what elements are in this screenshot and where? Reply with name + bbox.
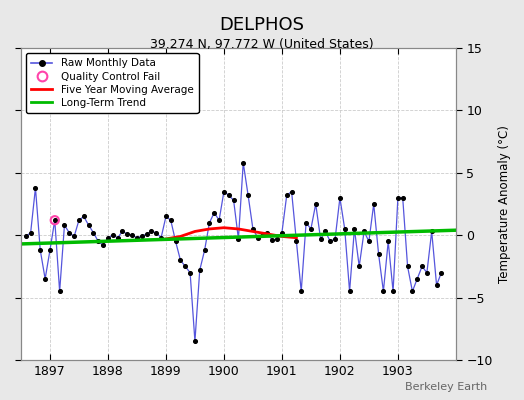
Point (244, 192, 252, 198)
Point (403, 263, 412, 270)
Point (133, 234, 141, 241)
Point (302, 220, 310, 226)
Point (287, 188, 296, 195)
Point (167, 217, 175, 224)
Point (374, 251, 383, 257)
Point (205, 220, 214, 226)
Point (249, 226, 257, 232)
Point (51, 217, 59, 224)
Point (123, 231, 132, 237)
Point (321, 228, 330, 235)
Point (200, 247, 209, 253)
Point (316, 236, 325, 242)
Point (21, 233, 30, 240)
Point (157, 234, 165, 241)
Point (278, 230, 286, 236)
Point (60, 222, 69, 228)
Point (292, 238, 301, 245)
Point (239, 160, 247, 166)
Point (432, 282, 441, 288)
Point (341, 226, 349, 232)
Point (379, 288, 388, 294)
Point (41, 276, 49, 282)
Legend: Raw Monthly Data, Quality Control Fail, Five Year Moving Average, Long-Term Tren: Raw Monthly Data, Quality Control Fail, … (26, 53, 199, 113)
Point (326, 238, 334, 245)
Point (118, 228, 127, 235)
Point (428, 228, 436, 235)
Point (143, 231, 151, 237)
Point (355, 263, 364, 270)
Point (230, 197, 238, 204)
Point (51, 217, 59, 224)
Point (46, 247, 54, 253)
Point (99, 242, 107, 248)
Point (215, 217, 223, 224)
Point (399, 194, 407, 201)
Point (210, 210, 219, 216)
Point (220, 188, 228, 195)
Point (418, 263, 426, 270)
Point (423, 270, 431, 276)
Point (225, 192, 233, 198)
Point (234, 236, 243, 242)
Point (365, 238, 373, 245)
Point (104, 234, 112, 241)
Point (162, 213, 170, 220)
Point (384, 238, 392, 245)
Point (128, 232, 136, 238)
Point (345, 288, 354, 294)
Point (176, 257, 184, 263)
Point (94, 238, 103, 245)
Point (258, 231, 267, 237)
Point (152, 230, 160, 236)
Point (56, 288, 64, 294)
Point (84, 222, 93, 228)
Point (191, 338, 199, 344)
Point (394, 194, 402, 201)
Point (89, 230, 97, 236)
Point (171, 238, 180, 245)
Point (36, 247, 45, 253)
Point (75, 217, 83, 224)
Point (26, 230, 35, 236)
Point (331, 236, 339, 242)
Point (282, 192, 291, 198)
Text: DELPHOS: DELPHOS (220, 16, 304, 34)
Point (312, 201, 320, 207)
Point (65, 230, 73, 236)
Point (413, 276, 421, 282)
Point (408, 288, 417, 294)
Point (254, 234, 262, 241)
Point (31, 184, 40, 191)
Point (113, 234, 122, 241)
Point (437, 270, 445, 276)
Point (147, 228, 156, 235)
Point (263, 230, 271, 236)
Point (369, 201, 378, 207)
Point (186, 270, 194, 276)
Point (181, 263, 190, 270)
Point (297, 288, 305, 294)
Point (70, 233, 78, 240)
Point (360, 228, 368, 235)
Point (138, 233, 146, 240)
Point (336, 194, 344, 201)
Y-axis label: Temperature Anomaly (°C): Temperature Anomaly (°C) (498, 125, 511, 283)
Point (108, 232, 117, 238)
Point (195, 267, 204, 273)
Point (389, 288, 397, 294)
Point (307, 226, 315, 232)
Point (273, 236, 281, 242)
Point (350, 226, 358, 232)
Point (268, 237, 277, 243)
Text: 39.274 N, 97.772 W (United States): 39.274 N, 97.772 W (United States) (150, 38, 374, 51)
Text: Berkeley Earth: Berkeley Earth (405, 382, 487, 392)
Point (80, 213, 88, 220)
